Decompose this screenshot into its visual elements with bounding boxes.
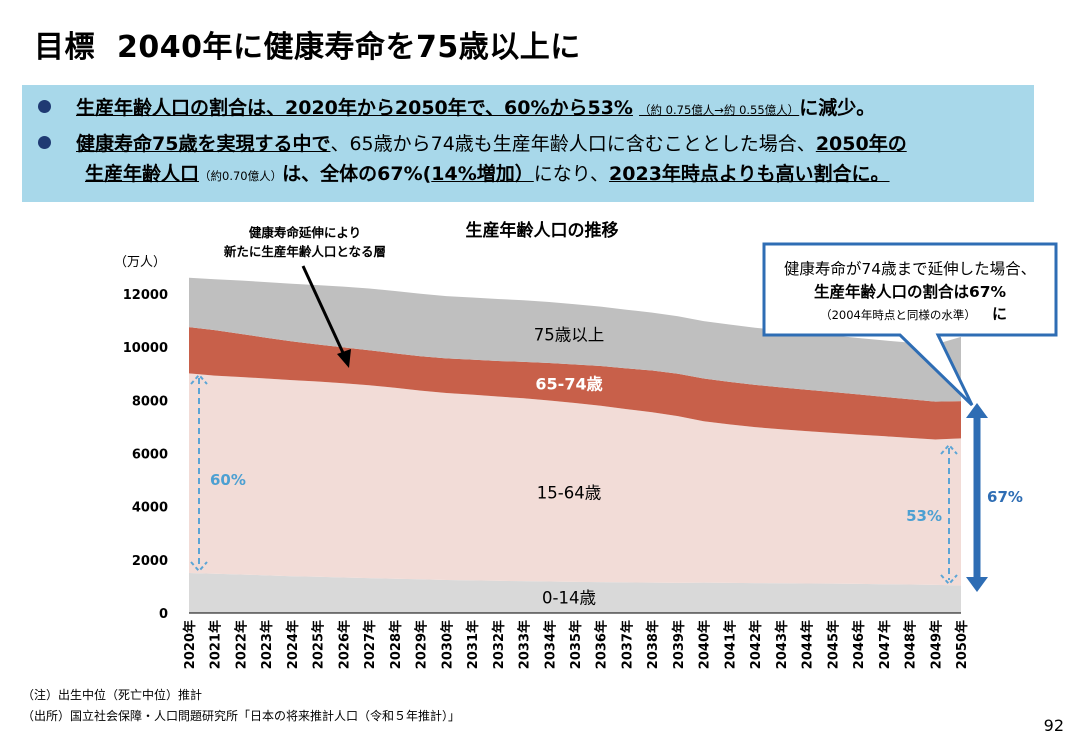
summary-line-1: 生産年齢人口の割合は、2020年から2050年で、60%から53% （約 0.7… xyxy=(38,95,875,123)
callout-line-2: 生産年齢人口の割合は67% xyxy=(814,282,1007,301)
x-tick-label: 2048年 xyxy=(903,620,919,669)
summary-line-3-c: 14%増加） xyxy=(431,163,534,185)
annotation-line-2: 新たに生産年齢人口となる層 xyxy=(224,244,386,259)
x-tick-label: 2021年 xyxy=(208,620,224,669)
area-series-group xyxy=(189,277,961,614)
callout-line-3: （2004年時点と同様の水準） xyxy=(820,308,976,322)
annotation-line-1: 健康寿命延伸により xyxy=(249,225,361,240)
x-tick-label: 2036年 xyxy=(594,620,610,669)
chart-title: 生産年齢人口の推移 xyxy=(466,220,619,241)
x-tick-label: 2042年 xyxy=(748,620,764,669)
x-tick-label: 2047年 xyxy=(877,620,893,669)
pct-53-label: 53% xyxy=(906,507,942,525)
pct-67-arrow-top xyxy=(966,403,988,418)
y-tick-label: 10000 xyxy=(123,341,168,356)
x-tick-label: 2049年 xyxy=(928,620,944,669)
x-tick-label: 2041年 xyxy=(722,620,738,669)
summary-line-3: 生産年齢人口（約0.70億人）は、全体の67%(14%増加）になり、2023年時… xyxy=(38,161,890,189)
y-ticks: 0 2000 4000 6000 8000 10000 12000 xyxy=(123,288,168,622)
x-tick-label: 2032年 xyxy=(491,620,507,669)
summary-line-3-a: 生産年齢人口 xyxy=(85,163,200,185)
footnote-2: （出所）国立社会保障・人口問題研究所「日本の将来推計人口（令和５年推計）」 xyxy=(22,709,461,723)
x-tick-label: 2039年 xyxy=(671,620,687,669)
page-number: 92 xyxy=(1043,716,1064,735)
x-tick-label: 2037年 xyxy=(619,620,635,669)
summary-line-1-end: に減少。 xyxy=(799,97,876,119)
series-area-2 xyxy=(189,373,961,586)
y-tick-label: 8000 xyxy=(132,394,168,409)
x-tick-label: 2022年 xyxy=(233,620,249,669)
x-tick-label: 2023年 xyxy=(259,620,275,669)
series-label-4: 75歳以上 xyxy=(534,325,605,344)
x-tick-label: 2034年 xyxy=(542,620,558,669)
callout-box xyxy=(762,242,1058,407)
summary-box: 生産年齢人口の割合は、2020年から2050年で、60%から53% （約 0.7… xyxy=(22,85,1034,202)
x-tick-label: 2025年 xyxy=(311,620,327,669)
series-area-4 xyxy=(189,277,961,402)
summary-line-2-rest: 、65歳から74歳も生産年齢人口に含むこととした場合、 xyxy=(330,133,816,155)
annotation-arrow-shaft xyxy=(301,265,346,356)
x-tick-label: 2026年 xyxy=(336,620,352,669)
y-tick-label: 12000 xyxy=(123,288,168,303)
series-label-3: 65-74歳 xyxy=(535,375,602,394)
x-ticks: 2020年 2021年 2022年 2023年 2024年 2025年 2026年 2027年… xyxy=(182,620,970,669)
summary-line-3-d: になり、 xyxy=(533,163,610,185)
x-tick-label: 2024年 xyxy=(285,620,301,669)
y-axis-label: （万人） xyxy=(114,255,166,270)
bullet-icon xyxy=(38,136,51,149)
pct-60-label: 60% xyxy=(210,471,246,489)
series-labels: 0-14歳 15-64歳 65-74歳 75歳以上 xyxy=(534,325,605,607)
x-tick-label: 2038年 xyxy=(645,620,661,669)
x-tick-label: 2045年 xyxy=(825,620,841,669)
summary-line-1-main: 生産年齢人口の割合は、2020年から2050年で、60%から53% xyxy=(76,97,633,119)
callout-ni: に xyxy=(992,305,1007,323)
summary-line-3-e: 2023年時点よりも高い割合に。 xyxy=(609,163,890,185)
pct-67-arrow-bottom xyxy=(966,577,988,592)
annotation-arrow-head xyxy=(337,349,351,368)
y-tick-label: 2000 xyxy=(132,554,168,569)
series-label-1: 0-14歳 xyxy=(542,588,596,607)
x-tick-label: 2030年 xyxy=(439,620,455,669)
x-tick-label: 2020年 xyxy=(182,620,198,669)
x-tick-label: 2043年 xyxy=(774,620,790,669)
summary-line-3-small: （約0.70億人） xyxy=(199,169,283,183)
summary-line-2-bold: 健康寿命75歳を実現する中で xyxy=(76,133,331,155)
y-tick-label: 0 xyxy=(159,607,168,622)
title-label: 目標 xyxy=(34,30,95,65)
x-tick-label: 2029年 xyxy=(414,620,430,669)
summary-line-3-b: は、全体の67%( xyxy=(282,163,432,185)
x-tick-label: 2028年 xyxy=(388,620,404,669)
bullet-icon xyxy=(38,100,51,113)
x-tick-label: 2027年 xyxy=(362,620,378,669)
footnote-1: （注）出生中位（死亡中位）推計 xyxy=(22,688,203,702)
summary-line-2-end: 2050年の xyxy=(815,133,907,155)
series-area-3 xyxy=(189,327,961,440)
pct-67-label: 67% xyxy=(987,488,1023,506)
x-tick-label: 2050年 xyxy=(954,620,970,669)
x-tick-label: 2035年 xyxy=(568,620,584,669)
summary-line-2: 健康寿命75歳を実現する中で、65歳から74歳も生産年齢人口に含むこととした場合… xyxy=(38,131,907,157)
callout-line-1: 健康寿命が74歳まで延伸した場合、 xyxy=(784,260,1036,278)
x-tick-label: 2044年 xyxy=(800,620,816,669)
x-tick-label: 2046年 xyxy=(851,620,867,669)
title-main: 2040年に健康寿命を75歳以上に xyxy=(117,30,581,65)
y-tick-label: 4000 xyxy=(132,501,168,516)
summary-line-1-small: （約 0.75億人→約 0.55億人） xyxy=(639,103,800,117)
page-title: 目標 2040年に健康寿命を75歳以上に xyxy=(34,22,581,66)
series-area-1 xyxy=(189,573,961,613)
y-tick-label: 6000 xyxy=(132,448,168,463)
series-label-2: 15-64歳 xyxy=(537,483,601,502)
x-tick-label: 2040年 xyxy=(697,620,713,669)
x-tick-label: 2031年 xyxy=(465,620,481,669)
x-tick-label: 2033年 xyxy=(517,620,533,669)
